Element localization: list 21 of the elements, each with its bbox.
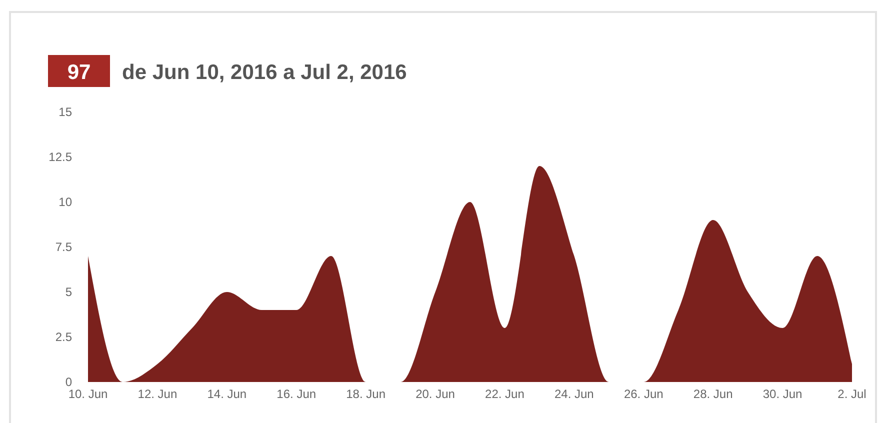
x-tick-label: 14. Jun [207,387,247,401]
x-tick-label: 24. Jun [554,387,594,401]
x-tick-label: 28. Jun [693,387,733,401]
y-tick-label: 2.5 [55,330,72,344]
x-tick-label: 30. Jun [762,387,802,401]
x-tick-label: 22. Jun [485,387,524,401]
y-tick-label: 10 [58,195,72,209]
x-tick-label: 18. Jun [346,387,386,401]
y-tick-label: 5 [65,285,72,299]
y-tick-label: 12.5 [48,150,72,164]
y-tick-label: 15 [58,105,72,119]
x-tick-label: 2. Jul [838,387,866,401]
x-tick-label: 12. Jun [138,387,178,401]
x-tick-label: 10. Jun [68,387,108,401]
x-tick-label: 16. Jun [276,387,316,401]
text: 97 [67,61,91,84]
chart-title: de Jun 10, 2016 a Jul 2, 2016 [122,61,407,84]
y-tick-label: 0 [65,375,72,389]
y-tick-label: 7.5 [55,240,72,254]
x-tick-label: 20. Jun [416,387,455,401]
x-tick-label: 26. Jun [624,387,664,401]
